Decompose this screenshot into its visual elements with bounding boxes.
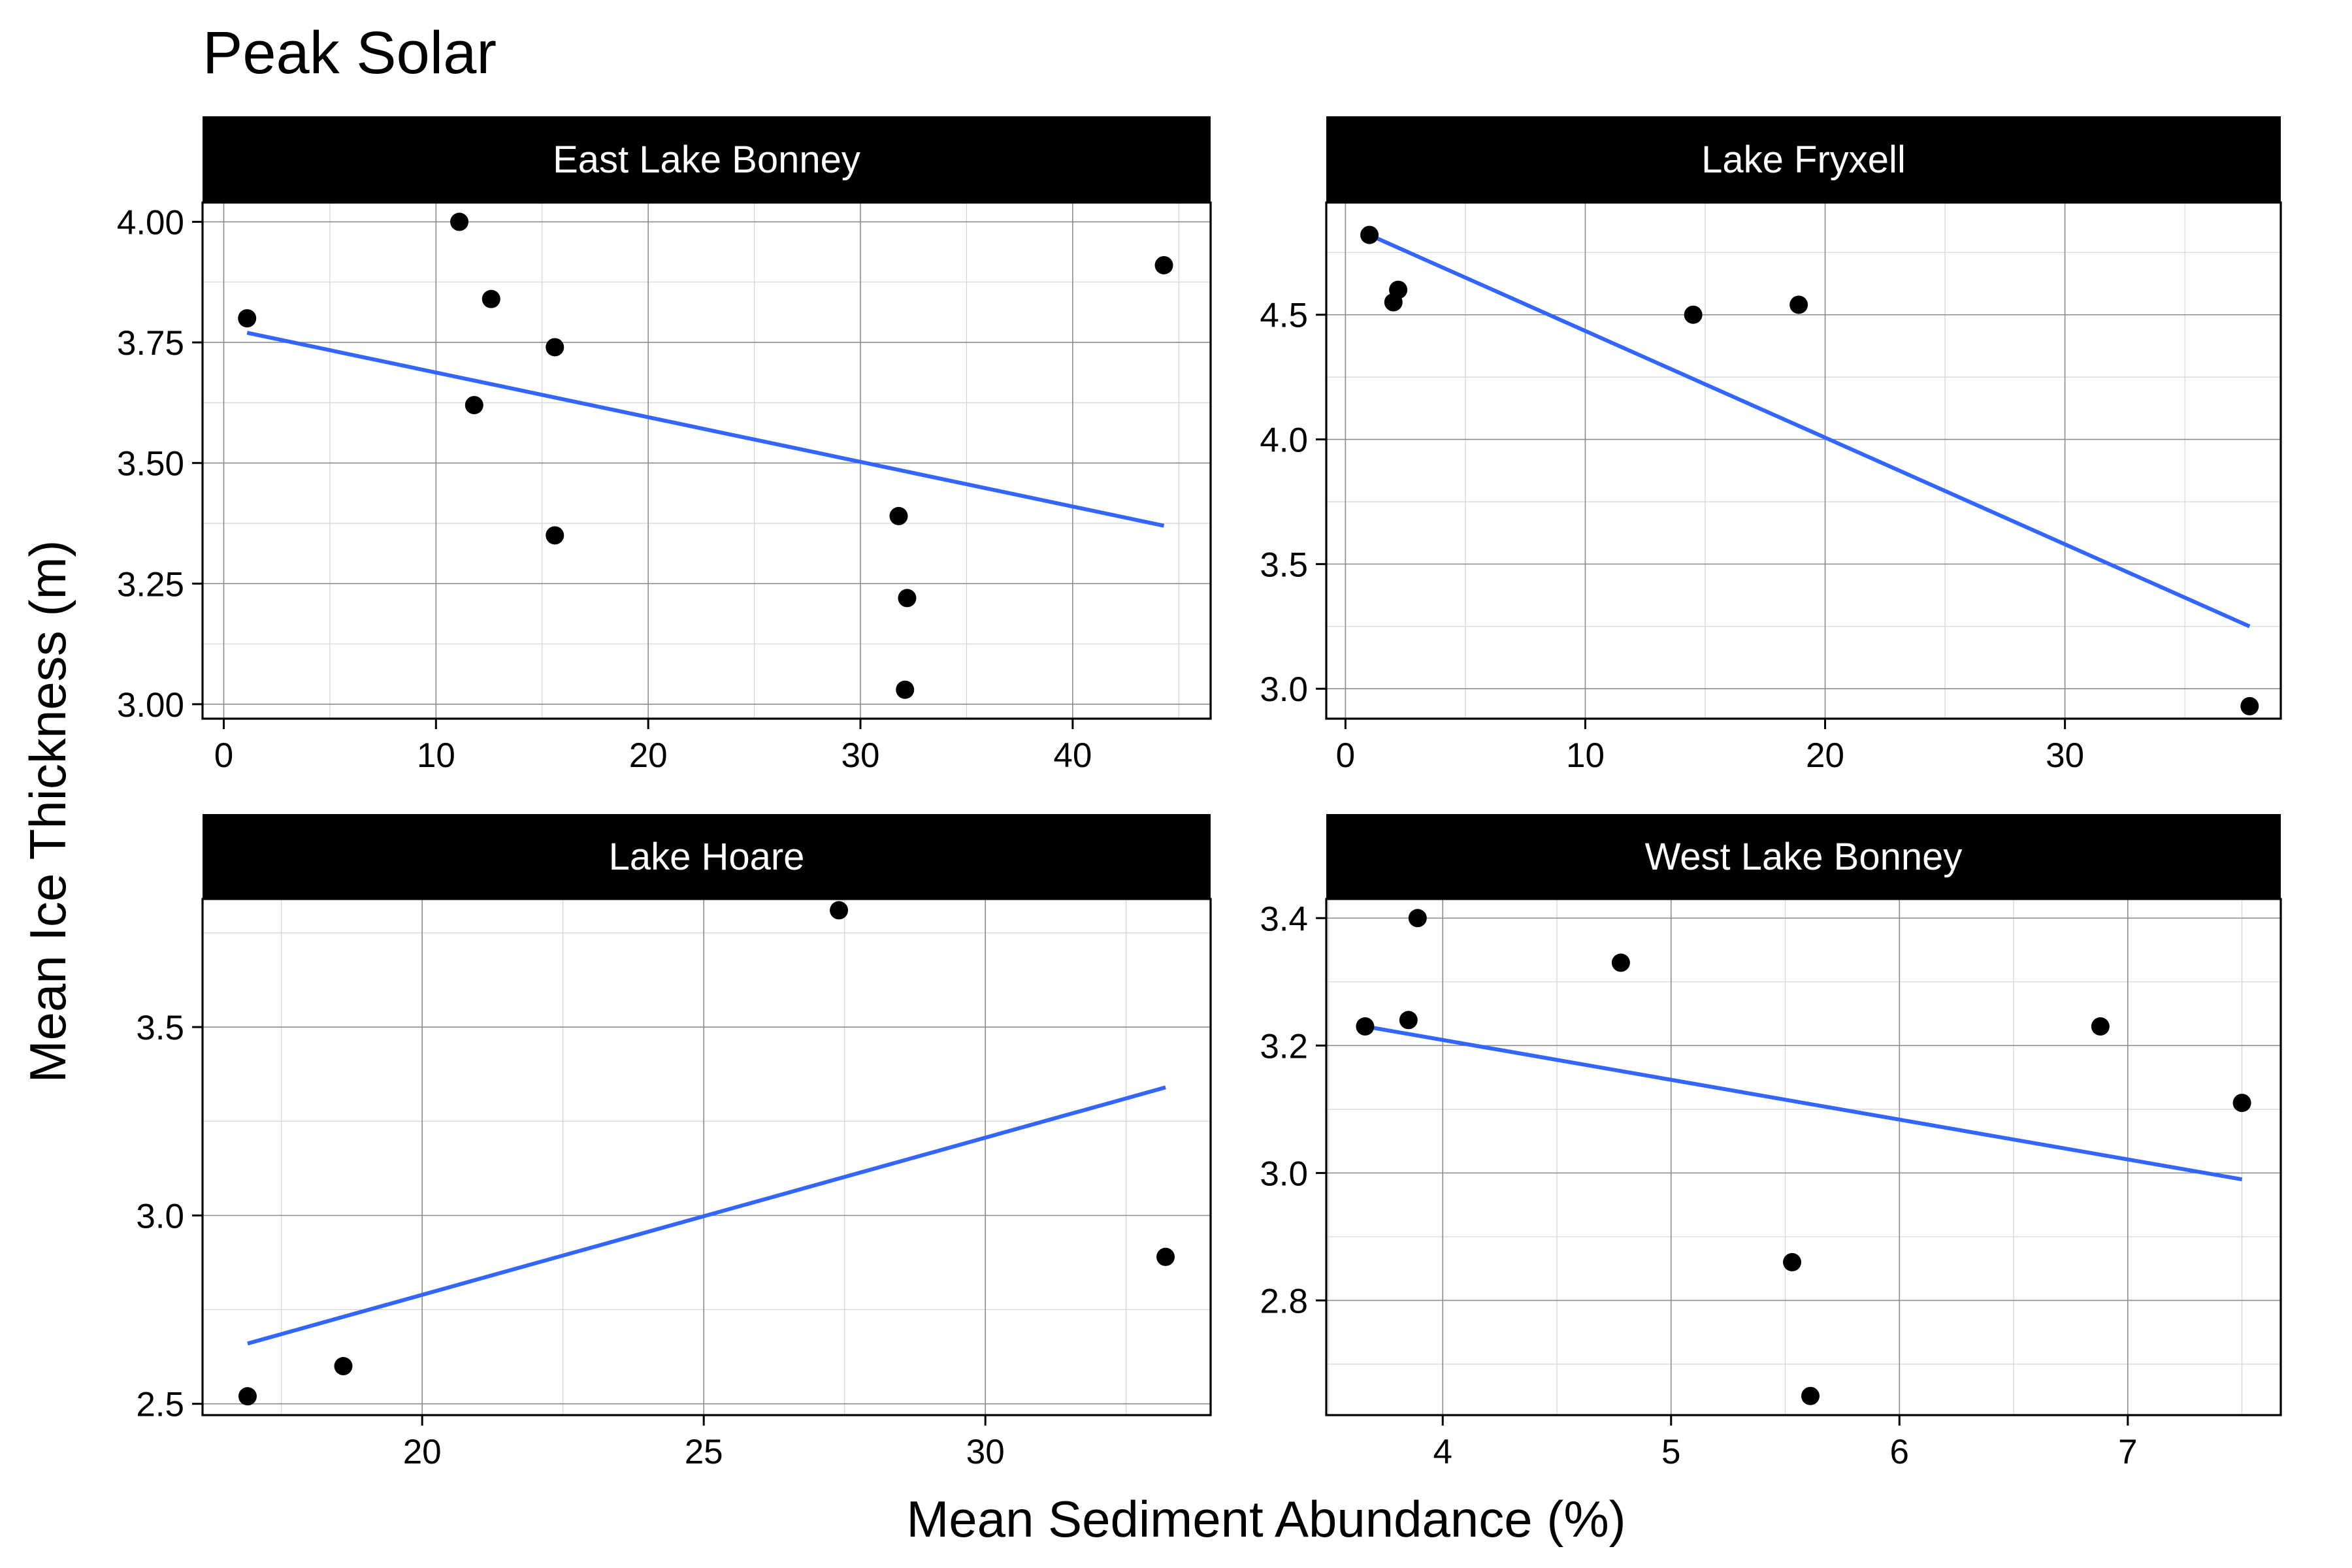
x-tick-label: 5 xyxy=(1661,1433,1680,1471)
fit-line xyxy=(1364,1024,2243,1182)
data-point xyxy=(2240,696,2259,715)
facet-strip xyxy=(1326,814,2281,899)
facet-strip xyxy=(203,814,1211,899)
data-point xyxy=(238,309,257,328)
data-point xyxy=(465,396,483,415)
panel-lake-hoare: Lake Hoare 20 25 30 2.5 3.0 3.5 xyxy=(136,814,1212,1471)
x-tick-label: 20 xyxy=(1806,736,1844,775)
facet-label: West Lake Bonney xyxy=(1645,836,1963,878)
panel-frame xyxy=(201,201,1212,720)
y-tick-label: 4.5 xyxy=(1260,297,1308,335)
panel-east-lake-bonney: East Lake Bonney 0 10 20 30 40 3.00 3.25 3.50 3.7… xyxy=(117,116,1212,775)
x-tick-label: 30 xyxy=(841,736,880,775)
x-tick-label: 10 xyxy=(1566,736,1605,775)
y-tick-label: 3.5 xyxy=(136,1009,184,1047)
y-tick-label: 3.25 xyxy=(117,565,184,604)
data-point xyxy=(482,289,500,308)
data-point xyxy=(1789,295,1808,314)
y-tick-label: 3.4 xyxy=(1260,900,1308,938)
data-point xyxy=(1156,1247,1175,1266)
x-tick-label: 7 xyxy=(2118,1433,2137,1471)
x-tick-label: 20 xyxy=(629,736,668,775)
panel-frame xyxy=(1325,898,2282,1416)
data-point xyxy=(334,1357,353,1376)
y-tick-label: 3.50 xyxy=(117,445,184,483)
x-tick-label: 10 xyxy=(417,736,455,775)
data-point xyxy=(450,212,469,231)
panel-west-lake-bonney: West Lake Bonney 4 5 6 7 2.8 3.0 3.2 3.4 xyxy=(1260,814,2282,1471)
data-point xyxy=(898,589,917,608)
data-point xyxy=(1611,953,1630,972)
facet-strip xyxy=(1326,116,2281,203)
x-tick-label: 30 xyxy=(2046,736,2084,775)
facet-label: East Lake Bonney xyxy=(553,139,860,181)
y-tick-label: 3.0 xyxy=(136,1197,184,1235)
y-tick-label: 3.2 xyxy=(1260,1027,1308,1066)
facet-label: Lake Fryxell xyxy=(1701,139,1906,181)
y-tick-label: 3.0 xyxy=(1260,1154,1308,1193)
data-point xyxy=(1154,255,1173,274)
x-tick-label: 40 xyxy=(1053,736,1092,775)
y-tick-label: 3.0 xyxy=(1260,670,1308,709)
fit-line xyxy=(1368,233,2251,629)
y-tick-label: 3.75 xyxy=(117,324,184,363)
data-point xyxy=(1360,225,1379,244)
facet-label: Lake Hoare xyxy=(609,836,805,878)
data-point xyxy=(1801,1386,1820,1405)
x-axis-title: Mean Sediment Abundance (%) xyxy=(906,1490,1625,1548)
y-tick-label: 2.5 xyxy=(136,1386,184,1424)
data-point xyxy=(546,338,564,357)
facet-strip xyxy=(203,116,1211,203)
data-point xyxy=(830,901,849,920)
x-tick-label: 25 xyxy=(685,1433,723,1471)
x-tick-label: 4 xyxy=(1433,1433,1452,1471)
x-tick-label: 6 xyxy=(1890,1433,1909,1471)
fit-line xyxy=(247,1085,1166,1346)
y-tick-label: 4.0 xyxy=(1260,421,1308,460)
x-tick-label: 20 xyxy=(403,1433,442,1471)
chart-title: Peak Solar xyxy=(203,20,497,86)
panel-frame xyxy=(1325,201,2282,720)
data-point xyxy=(1408,909,1427,928)
y-axis-title: Mean Ice Thickness (m) xyxy=(19,540,76,1083)
data-point xyxy=(546,526,564,545)
x-tick-label: 30 xyxy=(966,1433,1005,1471)
panel-lake-fryxell: Lake Fryxell 0 10 20 30 3.0 3.5 4.0 4.5 xyxy=(1260,116,2282,775)
data-point xyxy=(2232,1094,2251,1113)
data-point xyxy=(889,506,908,525)
data-point xyxy=(238,1387,257,1406)
x-tick-label: 0 xyxy=(214,736,233,775)
y-tick-label: 2.8 xyxy=(1260,1282,1308,1320)
y-tick-label: 3.5 xyxy=(1260,546,1308,584)
data-point xyxy=(2091,1017,2110,1036)
data-point xyxy=(1389,280,1408,299)
data-point xyxy=(1783,1252,1802,1271)
y-tick-label: 4.00 xyxy=(117,204,184,242)
y-tick-label: 3.00 xyxy=(117,686,184,725)
panel-frame xyxy=(201,898,1212,1416)
data-point xyxy=(1399,1011,1418,1030)
x-tick-label: 0 xyxy=(1336,736,1355,775)
data-point xyxy=(1356,1017,1375,1036)
data-point xyxy=(1684,305,1703,324)
data-point xyxy=(896,680,915,699)
fit-line xyxy=(246,331,1165,528)
